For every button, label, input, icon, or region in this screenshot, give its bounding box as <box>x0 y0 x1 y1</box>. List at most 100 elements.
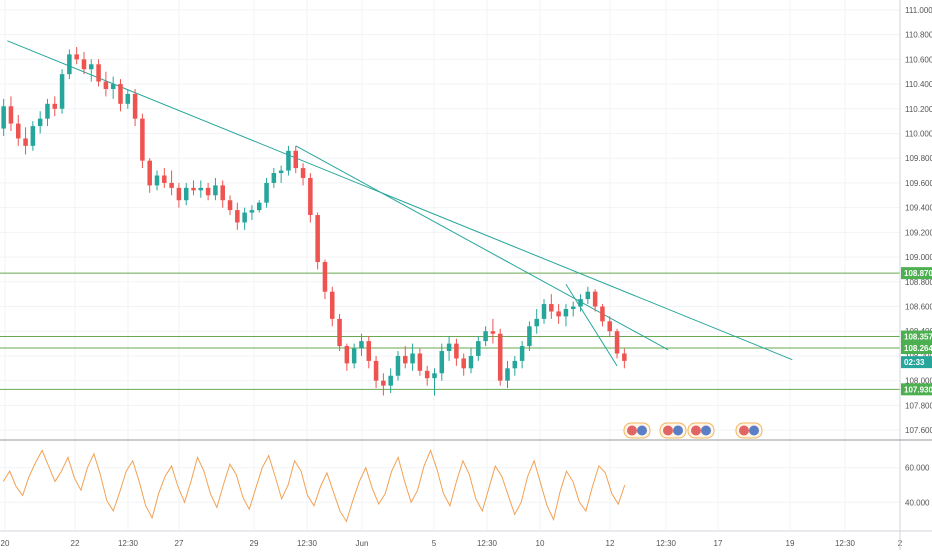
candle-body <box>23 138 28 146</box>
event-badge[interactable] <box>735 422 763 439</box>
candle-body <box>235 210 240 223</box>
candle-body <box>256 202 262 211</box>
candle-body <box>329 291 335 319</box>
candle-body <box>388 375 393 386</box>
x-tick-label: 29 <box>250 539 259 548</box>
x-tick-label: 12:30 <box>297 539 318 548</box>
candle-body <box>96 64 101 82</box>
y-tick-label: 107.600 <box>905 426 932 435</box>
economic-events[interactable] <box>623 422 763 439</box>
candle-body <box>67 54 72 75</box>
candle-body <box>74 54 79 60</box>
flag-icon <box>691 425 701 436</box>
candle-body <box>373 360 379 381</box>
candle-body <box>154 175 160 186</box>
price-label: 108.870 <box>904 269 932 278</box>
trendline <box>7 40 793 361</box>
candle-body <box>424 370 430 379</box>
candle-body <box>403 355 408 364</box>
candle-body <box>366 341 372 361</box>
x-tick-label: 20 <box>1 539 10 548</box>
candle-body <box>278 170 284 174</box>
candle-body <box>308 177 313 216</box>
candle-body <box>439 351 445 374</box>
trendline <box>565 284 618 367</box>
candle-body <box>45 103 50 119</box>
candle-body <box>191 187 196 191</box>
x-tick-label: 5 <box>432 539 437 548</box>
candle-body <box>59 74 65 109</box>
candle-body <box>395 355 401 376</box>
candle-body <box>8 106 14 124</box>
candle-body <box>563 308 569 317</box>
candle-body <box>337 318 342 347</box>
candle-body <box>147 160 152 186</box>
price-label-bg <box>901 356 932 369</box>
candle-body <box>315 215 320 263</box>
candle-body <box>512 360 518 369</box>
flag-icon <box>749 425 759 436</box>
y-tick-label: 107.800 <box>905 401 932 410</box>
candle-body <box>607 321 613 332</box>
candle-body <box>293 150 299 169</box>
candle-body <box>271 173 277 183</box>
y-tick-label: 109.600 <box>905 179 932 188</box>
oscillator-line <box>2 448 626 523</box>
candle-body <box>205 187 211 196</box>
x-tick-label: 12:30 <box>118 539 139 548</box>
candle-body <box>198 187 204 191</box>
candle-body <box>483 331 488 342</box>
candle-body <box>183 187 189 201</box>
candle-body <box>519 346 525 361</box>
osc-tick-label: 60.000 <box>905 464 930 473</box>
candle-body <box>454 343 459 359</box>
x-tick-label: 12:30 <box>835 539 856 548</box>
y-tick-label: 109.200 <box>905 228 932 237</box>
price-labels: 108.870 108.357 108.264 02:33 107.930 <box>901 267 932 396</box>
y-tick-label: 110.200 <box>905 105 932 114</box>
y-tick-label: 108.800 <box>905 278 932 287</box>
candle-body <box>162 175 167 183</box>
x-tick-label: 19 <box>786 539 795 548</box>
candle-body <box>490 331 496 334</box>
candle-body <box>30 126 36 146</box>
x-tick-label: 22 <box>71 539 80 548</box>
osc-tick-label: 40.000 <box>905 498 930 507</box>
candle-body <box>505 368 510 381</box>
candle-body <box>249 210 255 213</box>
candle-body <box>15 123 21 139</box>
candle-body <box>622 353 627 361</box>
flag-icon <box>637 425 647 436</box>
candle-body <box>614 331 620 354</box>
candles <box>1 46 627 396</box>
flag-icon <box>663 425 673 436</box>
candle-body <box>570 306 576 309</box>
candle-body <box>1 106 6 129</box>
candle-body <box>322 262 328 292</box>
flag-icon <box>739 425 749 436</box>
flag-icon <box>701 425 711 436</box>
price-label: 108.357 <box>904 333 932 342</box>
candle-body <box>140 118 145 161</box>
candle-body <box>103 81 109 89</box>
candle-body <box>410 353 415 364</box>
candle-body <box>578 299 583 307</box>
flag-icon <box>627 425 637 436</box>
x-tick-label: Jun <box>356 539 369 548</box>
candle-body <box>242 212 247 223</box>
candle-body <box>125 93 131 104</box>
candle-body <box>446 343 452 352</box>
event-badge[interactable] <box>659 422 687 439</box>
candle-body <box>585 291 591 300</box>
price-label: 107.930 <box>904 385 932 394</box>
candle-body <box>227 200 233 211</box>
event-badge[interactable] <box>623 422 651 439</box>
event-badge[interactable] <box>687 422 715 439</box>
candle-body <box>52 103 58 109</box>
x-tick-label: 12:30 <box>477 539 498 548</box>
candle-body <box>169 182 174 188</box>
price-label: 108.264 <box>904 344 932 353</box>
candle-body <box>344 346 350 364</box>
